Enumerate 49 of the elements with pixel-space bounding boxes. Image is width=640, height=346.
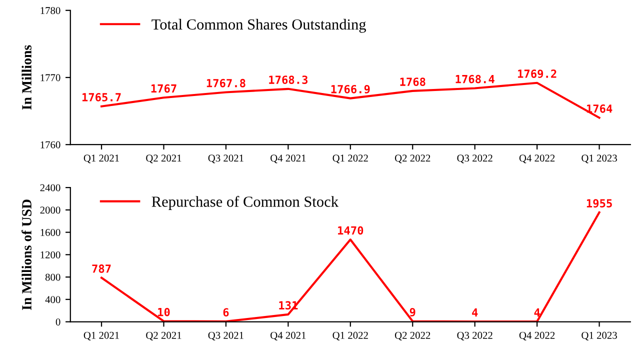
x-tick-label: Q3 2021: [208, 154, 244, 164]
x-tick-label: Q3 2021: [208, 332, 244, 340]
y-tick-label: 800: [45, 274, 60, 281]
x-tick-label: Q1 2021: [84, 154, 119, 164]
y-tick-label: 400: [45, 296, 60, 304]
data-label: 6: [223, 308, 229, 317]
x-tick-label: Q4 2022: [519, 332, 555, 340]
data-label: 1764: [586, 104, 612, 113]
x-tick-label: Q2 2021: [146, 154, 182, 164]
data-label: 1955: [586, 199, 612, 208]
x-tick-label: Q1 2022: [332, 332, 368, 340]
data-label: 9: [410, 308, 416, 316]
x-tick-label: Q2 2022: [394, 154, 430, 164]
y-tick-label: 1760: [40, 141, 60, 148]
x-tick-label: Q2 2021: [146, 332, 182, 340]
x-tick-label: Q4 2022: [519, 154, 555, 164]
y-tick-label: 1770: [40, 74, 60, 82]
x-tick-label: Q1 2023: [582, 154, 617, 164]
legend-label: Repurchase of Common Stock: [152, 196, 338, 210]
y-axis-title: In Millions: [22, 45, 32, 110]
x-tick-label: Q4 2021: [270, 154, 306, 164]
y-tick-label: 1200: [40, 251, 60, 258]
x-tick-label: Q4 2021: [270, 332, 306, 340]
y-tick-label: 1600: [40, 228, 60, 236]
data-label: 1768.3: [269, 76, 308, 84]
data-label: 1766.9: [331, 84, 370, 94]
data-label: 4: [534, 308, 540, 316]
data-label: 4: [472, 308, 478, 316]
data-label: 1470: [338, 226, 364, 235]
x-tick-label: Q3 2022: [457, 154, 492, 164]
data-label: 1768.4: [456, 74, 494, 84]
legend-label: Total Common Shares Outstanding: [152, 18, 366, 33]
data-label: 1768: [400, 78, 426, 86]
x-tick-label: Q2 2022: [394, 332, 430, 340]
data-label: 1769.2: [518, 70, 556, 78]
data-label: 1765.7: [82, 93, 121, 102]
x-tick-label: Q1 2021: [84, 332, 119, 340]
data-label: 1767: [151, 84, 176, 93]
y-tick-label: 2400: [40, 184, 60, 192]
y-tick-label: 1780: [40, 7, 60, 14]
x-tick-label: Q1 2022: [332, 154, 368, 164]
y-tick-label: 2000: [40, 206, 60, 214]
x-tick-label: Q1 2023: [582, 332, 617, 340]
y-axis-title: In Millions of USD: [22, 200, 32, 310]
data-label: 10: [158, 308, 170, 316]
data-label: 787: [92, 264, 111, 273]
x-tick-label: Q3 2022: [457, 332, 492, 340]
data-label: 1767.8: [206, 78, 246, 88]
y-tick-label: 0: [56, 318, 60, 326]
